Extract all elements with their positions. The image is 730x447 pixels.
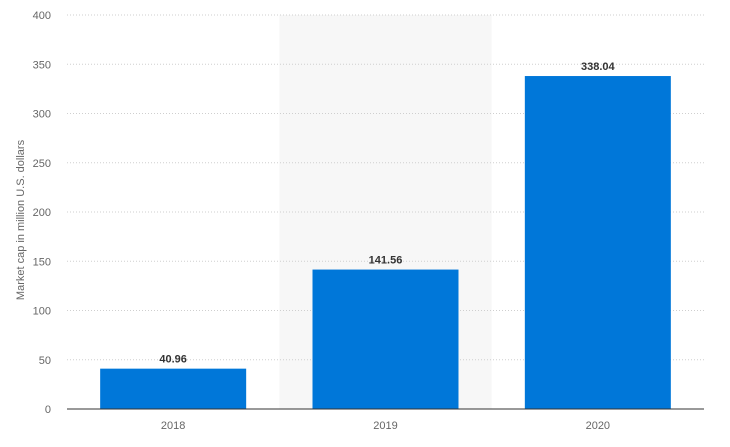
x-axis-ticks: 2018 2019 2020 xyxy=(161,420,610,432)
y-axis-title: Market cap in million U.S. dollars xyxy=(15,139,27,300)
x-tick-label-2018: 2018 xyxy=(161,420,185,432)
x-tick-label-2020: 2020 xyxy=(586,420,610,432)
data-label-2020: 338.04 xyxy=(581,61,616,73)
x-tick-label-2019: 2019 xyxy=(373,420,397,432)
bars xyxy=(100,76,671,409)
y-tick-label: 150 xyxy=(33,256,51,268)
bar-2019[interactable] xyxy=(312,269,459,409)
y-tick-label: 250 xyxy=(33,158,51,170)
y-tick-label: 300 xyxy=(33,109,51,121)
bar-2020[interactable] xyxy=(524,76,671,409)
y-tick-label: 0 xyxy=(45,404,51,416)
bar-2018[interactable] xyxy=(100,368,247,409)
data-labels: 40.96 141.56 338.04 xyxy=(159,61,615,366)
y-tick-label: 400 xyxy=(33,10,51,22)
data-label-2019: 141.56 xyxy=(369,255,403,267)
y-tick-label: 200 xyxy=(33,207,51,219)
data-label-2018: 40.96 xyxy=(159,354,187,366)
y-axis-ticks: 0 50 100 150 200 250 300 350 400 xyxy=(33,10,51,416)
y-tick-label: 100 xyxy=(33,306,51,318)
y-tick-label: 350 xyxy=(33,59,51,71)
y-tick-label: 50 xyxy=(39,355,51,367)
